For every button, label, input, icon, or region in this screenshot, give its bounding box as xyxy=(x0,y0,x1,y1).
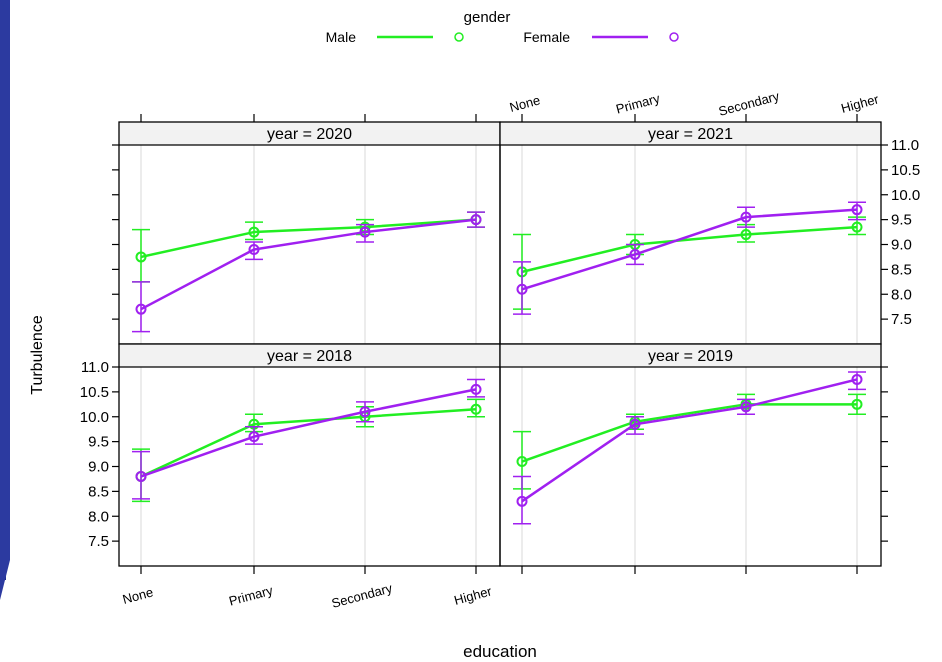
data-point xyxy=(851,398,863,410)
x-tick-label: Secondary xyxy=(717,88,781,119)
data-point xyxy=(248,226,260,238)
x-tick-label: Higher xyxy=(839,91,881,116)
x-tick-label: Primary xyxy=(614,90,662,116)
x-tick-label: Higher xyxy=(452,583,494,608)
data-point xyxy=(470,403,482,415)
panel-4: year = 2019 xyxy=(499,343,882,567)
data-point xyxy=(470,383,482,395)
y-tick-label: 10.5 xyxy=(891,162,920,179)
data-point xyxy=(135,251,147,263)
panel-2: year = 2021 xyxy=(499,121,882,345)
y-tick-label: 8.0 xyxy=(891,286,912,303)
series-line xyxy=(140,408,477,478)
series-female xyxy=(132,378,485,500)
series-line xyxy=(521,225,858,274)
series-line xyxy=(140,218,477,259)
data-point xyxy=(740,211,752,223)
y-tick-label: 8.5 xyxy=(891,261,912,278)
y-tick-label: 9.5 xyxy=(891,212,912,229)
panel-border xyxy=(499,343,882,567)
y-tick-label: 8.5 xyxy=(88,483,109,500)
legend-label-male: Male xyxy=(326,29,357,45)
panel-strip-label: year = 2019 xyxy=(648,348,733,365)
data-point xyxy=(359,406,371,418)
panel-border xyxy=(118,343,501,567)
y-tick-label: 11.0 xyxy=(891,137,919,154)
series-female xyxy=(513,201,866,315)
y-tick-label: 10.5 xyxy=(80,384,109,401)
x-tick-label: None xyxy=(121,584,155,607)
data-point xyxy=(516,495,528,507)
y-tick-label: 10.0 xyxy=(80,409,109,426)
data-point xyxy=(740,229,752,241)
data-point xyxy=(470,214,482,226)
series-female xyxy=(132,211,485,333)
panel-strip-label: year = 2018 xyxy=(267,348,352,365)
panels: year = 2020 year = 2021 year = 2018 year = … xyxy=(118,121,882,567)
series-male xyxy=(132,398,485,503)
y-tick-label: 9.5 xyxy=(88,434,109,451)
x-tick-label: None xyxy=(508,92,542,115)
data-point xyxy=(359,226,371,238)
series-male xyxy=(132,211,485,283)
panel-1: year = 2020 xyxy=(118,121,501,345)
series-female xyxy=(513,371,866,525)
panel-strip-label: year = 2021 xyxy=(648,126,733,143)
data-point xyxy=(135,470,147,482)
data-point xyxy=(516,456,528,468)
legend-marker-female xyxy=(669,32,679,42)
y-tick-label: 7.5 xyxy=(891,311,912,328)
data-point xyxy=(248,243,260,255)
data-point xyxy=(851,221,863,233)
y-tick-label: 11.0 xyxy=(81,359,109,376)
panel-border xyxy=(118,121,501,345)
x-tick-label: Primary xyxy=(227,582,275,608)
y-axis-title: Turbulence xyxy=(29,315,46,395)
panel-3: year = 2018 xyxy=(118,343,501,567)
series-line xyxy=(140,388,477,478)
data-point xyxy=(851,373,863,385)
x-tick-label: Secondary xyxy=(330,580,394,611)
data-point xyxy=(629,418,641,430)
series-male xyxy=(513,216,866,310)
y-tick-label: 8.0 xyxy=(88,508,109,525)
legend-label-female: Female xyxy=(523,29,570,45)
y-tick-label: 10.0 xyxy=(891,187,920,204)
data-point xyxy=(629,248,641,260)
y-tick-label: 9.0 xyxy=(891,237,912,254)
y-tick-label: 9.0 xyxy=(88,459,109,476)
data-point xyxy=(135,303,147,315)
panel-strip-label: year = 2020 xyxy=(267,126,352,143)
series-male xyxy=(513,393,866,490)
series-line xyxy=(521,403,857,463)
series-line xyxy=(521,208,858,291)
data-point xyxy=(851,204,863,216)
series-line xyxy=(521,378,858,503)
data-point xyxy=(248,431,260,443)
legend-marker-male xyxy=(454,32,464,42)
data-point xyxy=(740,401,752,413)
legend: gender Male Female xyxy=(326,9,679,45)
data-point xyxy=(516,283,528,295)
panel-border xyxy=(499,121,882,345)
series-line xyxy=(140,218,477,311)
legend-title: gender xyxy=(464,9,511,26)
x-axis-title: education xyxy=(463,642,537,661)
slide-edge-decoration xyxy=(0,0,10,662)
y-tick-label: 7.5 xyxy=(88,533,109,550)
